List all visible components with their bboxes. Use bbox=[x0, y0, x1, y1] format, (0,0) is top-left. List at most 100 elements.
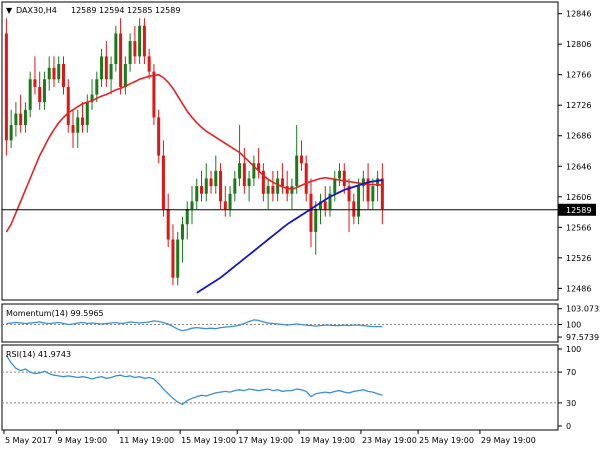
price-axis-label: 12566 bbox=[566, 223, 591, 232]
candle-body bbox=[114, 33, 118, 64]
candle-body bbox=[252, 163, 256, 179]
candle-body bbox=[338, 170, 342, 179]
price-axis-label: 12486 bbox=[566, 284, 591, 293]
candle-body bbox=[23, 109, 27, 126]
price-axis-label: 12726 bbox=[566, 101, 591, 110]
momentum-axis-label: 103.0732 bbox=[566, 305, 600, 314]
candle-body bbox=[119, 33, 123, 87]
current-price-box bbox=[558, 203, 596, 216]
momentum-panel: 103.0732 100 97.5739 bbox=[2, 305, 600, 342]
candle-body bbox=[204, 178, 208, 194]
x-axis-label: 23 May 19:00 bbox=[362, 436, 417, 445]
candle-body bbox=[242, 163, 246, 187]
candle-body bbox=[285, 186, 289, 194]
rsi-panel-frame bbox=[1, 344, 559, 431]
sma-fast-line bbox=[5, 73, 383, 233]
candle-body bbox=[352, 201, 356, 217]
candle-body bbox=[66, 86, 70, 126]
candle-body bbox=[90, 94, 94, 103]
candle-body bbox=[233, 178, 237, 194]
momentum-line bbox=[6, 319, 383, 332]
rsi-axis-label: 100 bbox=[566, 345, 581, 354]
price-panel-frame bbox=[1, 1, 559, 301]
candle-body bbox=[28, 79, 32, 110]
candle-body bbox=[109, 64, 113, 80]
candle-body bbox=[295, 155, 299, 187]
candle-body bbox=[304, 163, 308, 194]
rsi-panel: 100 70 30 0 bbox=[2, 345, 581, 431]
x-axis-label: 17 May 19:00 bbox=[238, 436, 293, 445]
candle-body bbox=[357, 186, 361, 217]
candle-body bbox=[318, 201, 322, 209]
candle-body bbox=[42, 79, 46, 103]
candle-body bbox=[209, 178, 213, 187]
candle-body bbox=[342, 170, 346, 187]
price-axis-label: 12526 bbox=[566, 254, 591, 263]
price-axis-label: 12646 bbox=[566, 162, 591, 171]
rsi-line bbox=[5, 354, 383, 406]
candle-body bbox=[228, 193, 232, 209]
candle-body bbox=[271, 186, 275, 194]
x-axis-label: 11 May 19:00 bbox=[119, 436, 174, 445]
price-axis-label: 12766 bbox=[566, 71, 591, 80]
price-axis-label: 12686 bbox=[566, 132, 591, 141]
candle-body bbox=[142, 25, 146, 57]
price-axis-label: 12846 bbox=[566, 10, 591, 19]
candle-body bbox=[76, 117, 80, 133]
x-axis-label: 29 May 19:00 bbox=[481, 436, 536, 445]
current-price-label: 12589 bbox=[566, 206, 591, 215]
candle-body bbox=[85, 102, 89, 126]
x-axis-label: 19 May 19:00 bbox=[300, 436, 355, 445]
candle-body bbox=[238, 163, 242, 179]
candle-body bbox=[161, 155, 165, 209]
candle-body bbox=[276, 178, 280, 194]
candle-body bbox=[128, 41, 132, 64]
x-axis-label: 25 May 19:00 bbox=[419, 436, 474, 445]
sma-slow-line bbox=[196, 179, 383, 294]
candle-body bbox=[33, 79, 37, 87]
candle-body bbox=[152, 71, 156, 118]
x-axis-label: 15 May 19:00 bbox=[181, 436, 236, 445]
candle-body bbox=[261, 170, 265, 194]
candle-body bbox=[4, 33, 8, 141]
chart-symbol: DAX30,H4 bbox=[16, 6, 57, 15]
price-axis-label: 12606 bbox=[566, 193, 591, 202]
collapse-triangle-icon[interactable]: ▼ bbox=[6, 6, 13, 15]
candle-body bbox=[180, 224, 184, 240]
candle-body bbox=[323, 201, 327, 209]
candle-body bbox=[309, 193, 313, 232]
candle-body bbox=[166, 209, 170, 240]
candle-body bbox=[380, 178, 384, 209]
candle-body bbox=[52, 67, 56, 80]
candle-body bbox=[366, 178, 370, 202]
x-axis-label: 5 May 2017 bbox=[5, 436, 52, 445]
candle-body bbox=[333, 178, 337, 194]
candle-body bbox=[171, 239, 175, 278]
candle-body bbox=[123, 64, 127, 87]
candle-body bbox=[190, 201, 194, 209]
candle-body bbox=[257, 163, 261, 171]
momentum-label: Momentum(14) 99.5965 bbox=[6, 309, 104, 318]
momentum-axis-label: 97.5739 bbox=[566, 333, 599, 342]
candle-body bbox=[61, 64, 65, 87]
candle-body bbox=[81, 117, 85, 126]
candle-body bbox=[347, 186, 351, 202]
candle-body bbox=[104, 56, 108, 80]
candle-body bbox=[38, 86, 42, 103]
candle-body bbox=[138, 25, 142, 57]
x-axis: 5 May 2017 9 May 19:00 11 May 19:00 15 May … bbox=[3, 430, 536, 445]
candle-body bbox=[71, 125, 75, 133]
x-axis-label: 9 May 19:00 bbox=[57, 436, 107, 445]
candle-body bbox=[247, 178, 251, 187]
candle-body bbox=[195, 186, 199, 202]
candle-body bbox=[371, 186, 375, 202]
candle-body bbox=[223, 201, 227, 209]
candle-body bbox=[47, 67, 51, 80]
momentum-axis-label: 100 bbox=[566, 321, 581, 330]
candle-body bbox=[185, 209, 189, 225]
candle-body bbox=[157, 117, 161, 156]
candle-body bbox=[314, 209, 318, 232]
candle-body bbox=[219, 170, 223, 202]
